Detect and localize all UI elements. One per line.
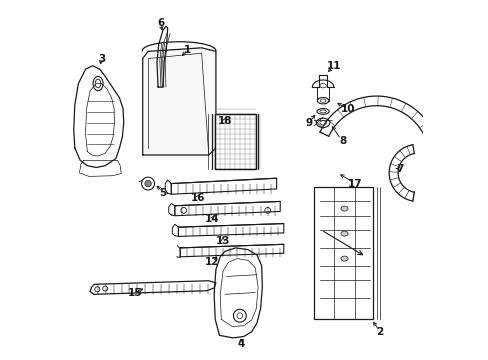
Text: 2: 2 (376, 327, 383, 337)
Ellipse shape (317, 98, 328, 104)
Text: 3: 3 (98, 54, 105, 64)
Text: 5: 5 (159, 188, 165, 198)
Ellipse shape (340, 231, 347, 236)
Text: 18: 18 (217, 116, 232, 126)
Polygon shape (142, 48, 216, 155)
Text: 6: 6 (157, 18, 164, 28)
Ellipse shape (316, 118, 329, 127)
Ellipse shape (340, 256, 347, 261)
Text: 4: 4 (237, 339, 244, 349)
Text: 10: 10 (340, 104, 355, 113)
Circle shape (144, 180, 151, 187)
Text: 16: 16 (190, 193, 205, 203)
Text: 8: 8 (338, 136, 346, 146)
Text: 12: 12 (204, 257, 219, 267)
Text: 7: 7 (395, 164, 403, 174)
Text: 15: 15 (128, 288, 142, 297)
Text: 17: 17 (347, 179, 362, 189)
Bar (215, 114, 256, 169)
Text: 14: 14 (204, 214, 219, 224)
Ellipse shape (316, 109, 328, 114)
Text: 11: 11 (326, 61, 340, 71)
Ellipse shape (340, 206, 347, 211)
Text: 9: 9 (305, 118, 312, 128)
Text: 1: 1 (183, 45, 191, 55)
Text: 13: 13 (215, 236, 230, 246)
Bar (215, 114, 256, 169)
Circle shape (142, 177, 154, 190)
